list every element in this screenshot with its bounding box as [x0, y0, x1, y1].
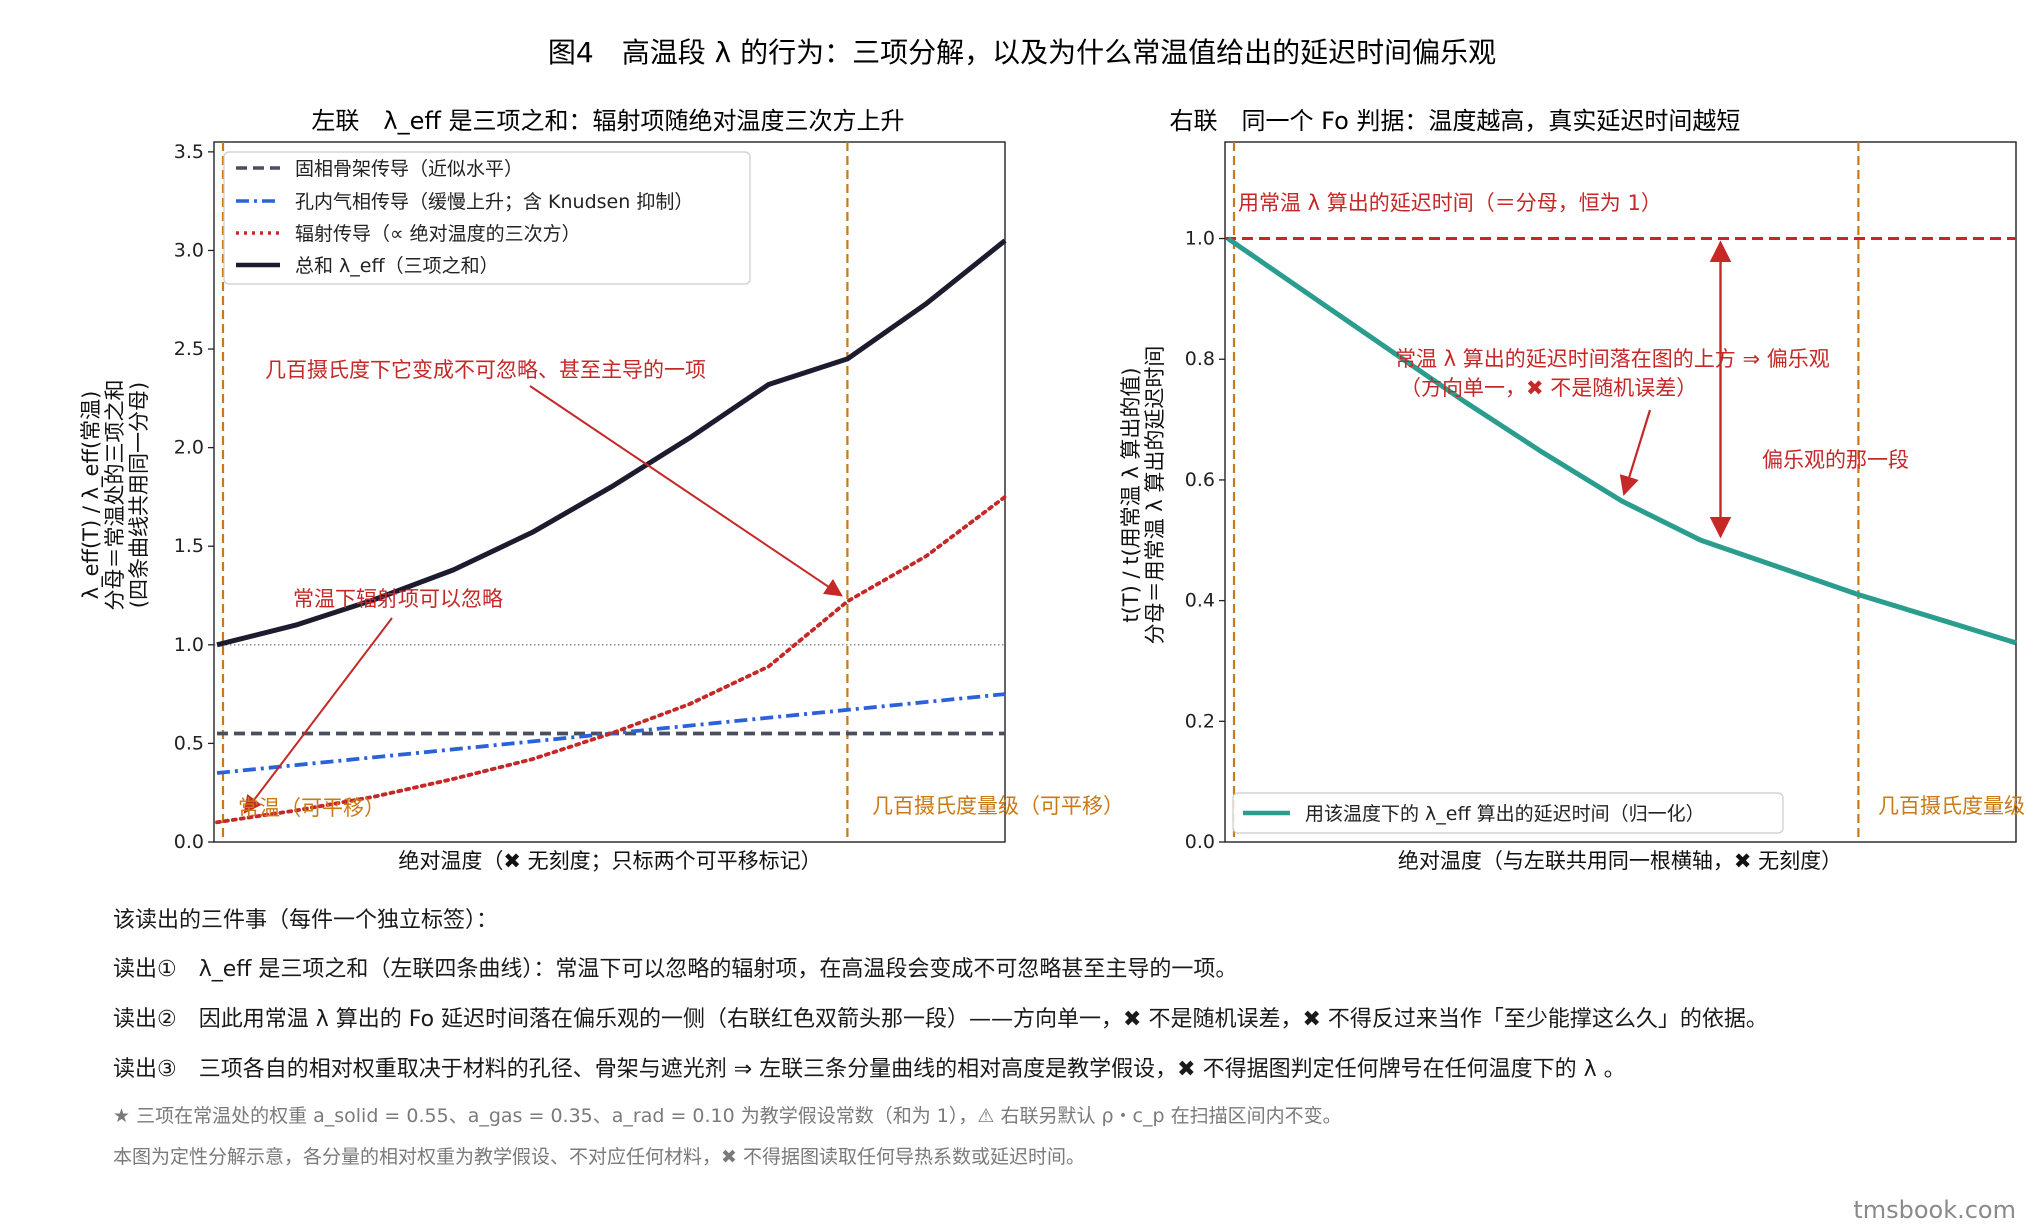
annotation-optimistic-line1: 常温 λ 算出的延迟时间落在图的上方 ⇒ 偏乐观	[1395, 347, 1830, 371]
series-line	[215, 494, 1007, 825]
y-tick-label: 0.2	[1185, 710, 1215, 732]
y-axis-label-line: (四条曲线共用同一分母)	[127, 382, 151, 608]
y-tick-label: 1.5	[174, 535, 204, 557]
figure-title: 图4 高温段 λ 的行为：三项分解，以及为什么常温值给出的延迟时间偏乐观	[548, 36, 1496, 69]
annotation-optimistic-line2: （方向单一，✖ 不是随机误差）	[1400, 376, 1697, 400]
legend-label-total: 总和 λ_eff（三项之和）	[295, 255, 499, 277]
watermark: tmsbook.com	[1853, 1196, 2016, 1224]
annotation-arrow-optimistic	[1619, 409, 1652, 496]
y-axis-label-line: λ_eff(T) / λ_eff(常温)	[79, 391, 104, 600]
y-tick-label: 0.6	[1185, 469, 1215, 491]
left-legend: 固相骨架传导（近似水平） 孔内气相传导（缓慢上升；含 Knudsen 抑制） 辐…	[223, 151, 751, 285]
legend-label-delay-time: 用该温度下的 λ_eff 算出的延迟时间（归一化）	[1305, 803, 1705, 825]
annotation-arrow-high-temp	[529, 385, 843, 597]
note-reading-3: 读出③ 三项各自的相对权重取决于材料的孔径、骨架与遮光剂 ⇒ 左联三条分量曲线的…	[113, 1057, 1626, 1082]
y-tick-label: 0.0	[174, 831, 204, 853]
right-chart: 右联 同一个 Fo 判据：温度越高，真实延迟时间越短 0.00.20.40.60…	[1119, 107, 2025, 873]
y-axis-label-line: t(T) / t(用常温 λ 算出的值)	[1119, 367, 1143, 622]
y-tick-label: 1.0	[174, 634, 204, 656]
y-tick-label: 0.8	[1185, 348, 1215, 370]
y-tick-label: 0.0	[1185, 831, 1215, 853]
notes-heading: 该读出的三件事（每件一个独立标签）：	[113, 908, 499, 933]
series-line	[216, 238, 1007, 648]
right-y-axis-label: t(T) / t(用常温 λ 算出的值) 分母＝用常温 λ 算出的延迟时间	[1119, 346, 1167, 645]
legend-label-radiation: 辐射传导（∝ 绝对温度的三次方）	[295, 223, 581, 245]
y-tick-label: 2.5	[174, 338, 204, 360]
annotation-arrow-room-temp	[243, 617, 393, 814]
marker-label-room-temp: 常温（可平移）	[238, 796, 385, 820]
left-plot-area	[214, 142, 1007, 842]
y-axis-label-line: 分母＝常温处的三项之和	[103, 380, 127, 611]
y-tick-label: 3.0	[174, 239, 204, 261]
footnote-weights: ★ 三项在常温处的权重 a_solid = 0.55、a_gas = 0.35、…	[113, 1105, 1342, 1127]
right-plot-frame	[1224, 141, 2017, 843]
notes-section: 该读出的三件事（每件一个独立标签）： 读出① λ_eff 是三项之和（左联四条曲…	[113, 902, 2013, 1183]
left-chart-title: 左联 λ_eff 是三项之和：辐射项随绝对温度三次方上升	[311, 107, 904, 135]
y-tick-label: 0.4	[1185, 590, 1215, 612]
right-legend: 用该温度下的 λ_eff 算出的延迟时间（归一化）	[1232, 792, 1784, 834]
y-tick-label: 1.0	[1185, 228, 1215, 250]
y-tick-label: 0.5	[174, 732, 204, 754]
right-marker-label-high-temp: 几百摄氏度量级	[1878, 794, 2025, 818]
left-y-axis-label: λ_eff(T) / λ_eff(常温) 分母＝常温处的三项之和 (四条曲线共用同一…	[79, 380, 151, 611]
right-legend-box	[1232, 792, 1784, 834]
note-reading-2: 读出② 因此用常温 λ 算出的 Fo 延迟时间落在偏乐观的一侧（右联红色双箭头那…	[113, 1007, 1768, 1032]
left-chart: 左联 λ_eff 是三项之和：辐射项随绝对温度三次方上升 0.0 0.5 1.0 1.…	[79, 107, 1124, 873]
legend-label-solid: 固相骨架传导（近似水平）	[295, 158, 523, 180]
note-reading-1: 读出① λ_eff 是三项之和（左联四条曲线）：常温下可以忽略的辐射项，在高温段…	[113, 957, 1238, 982]
y-tick-label: 3.5	[174, 141, 204, 163]
marker-label-high-temp: 几百摄氏度量级（可平移）	[872, 794, 1124, 818]
legend-label-gas: 孔内气相传导（缓慢上升；含 Knudsen 抑制）	[295, 191, 693, 213]
footnote-disclaimer: 本图为定性分解示意，各分量的相对权重为教学假设、不对应任何材料，✖ 不得据图读取…	[113, 1146, 1085, 1168]
left-legend-box	[223, 151, 751, 285]
series-line	[1226, 236, 2017, 646]
annotation-room-temp: 常温下辐射项可以忽略	[293, 587, 503, 611]
right-chart-title: 右联 同一个 Fo 判据：温度越高，真实延迟时间越短	[1170, 107, 1741, 135]
left-x-axis-label: 绝对温度（✖ 无刻度；只标两个可平移标记）	[398, 849, 821, 873]
left-y-ticks: 0.0 0.5 1.0 1.5 2.0 2.5 3.0 3.5	[174, 141, 214, 853]
reference-line-label: 用常温 λ 算出的延迟时间（＝分母，恒为 1）	[1238, 191, 1662, 215]
annotation-high-temp: 几百摄氏度下它变成不可忽略、甚至主导的一项	[265, 358, 706, 382]
y-axis-label-line: 分母＝用常温 λ 算出的延迟时间	[1143, 346, 1167, 645]
right-x-axis-label: 绝对温度（与左联共用同一根横轴，✖ 无刻度）	[1398, 849, 1842, 873]
y-tick-label: 2.0	[174, 437, 204, 459]
left-plot-frame	[213, 141, 1006, 843]
annotation-optimistic-segment: 偏乐观的那一段	[1762, 448, 1909, 472]
right-plot-area	[1225, 142, 2017, 842]
right-y-ticks: 0.0 0.2 0.4 0.6 0.8 1.0	[1185, 228, 1225, 853]
